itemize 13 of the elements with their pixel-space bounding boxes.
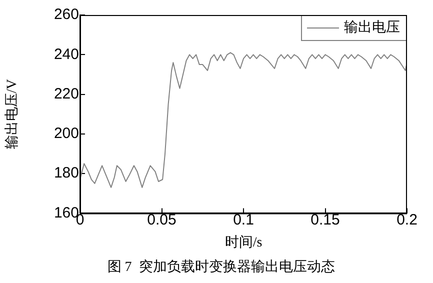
y-axis-title: 输出电压/V: [4, 79, 20, 150]
y-tick-label: 200: [54, 125, 79, 142]
y-tick-label: 260: [54, 6, 79, 24]
x-axis-title: 时间/s: [224, 234, 262, 250]
y-tick-label: 220: [54, 85, 79, 102]
x-tick-label: 0.2: [396, 211, 418, 228]
y-tick-label: 240: [54, 46, 79, 63]
x-tick-label: 0.15: [310, 211, 340, 228]
x-tick-label: 0.05: [147, 211, 176, 228]
y-tick-label: 180: [54, 164, 79, 182]
legend-label: 输出电压: [344, 20, 400, 36]
caption: 图 7 突加负载时变换器输出电压动态: [107, 259, 335, 275]
x-tick-label: 0.1: [233, 211, 254, 228]
